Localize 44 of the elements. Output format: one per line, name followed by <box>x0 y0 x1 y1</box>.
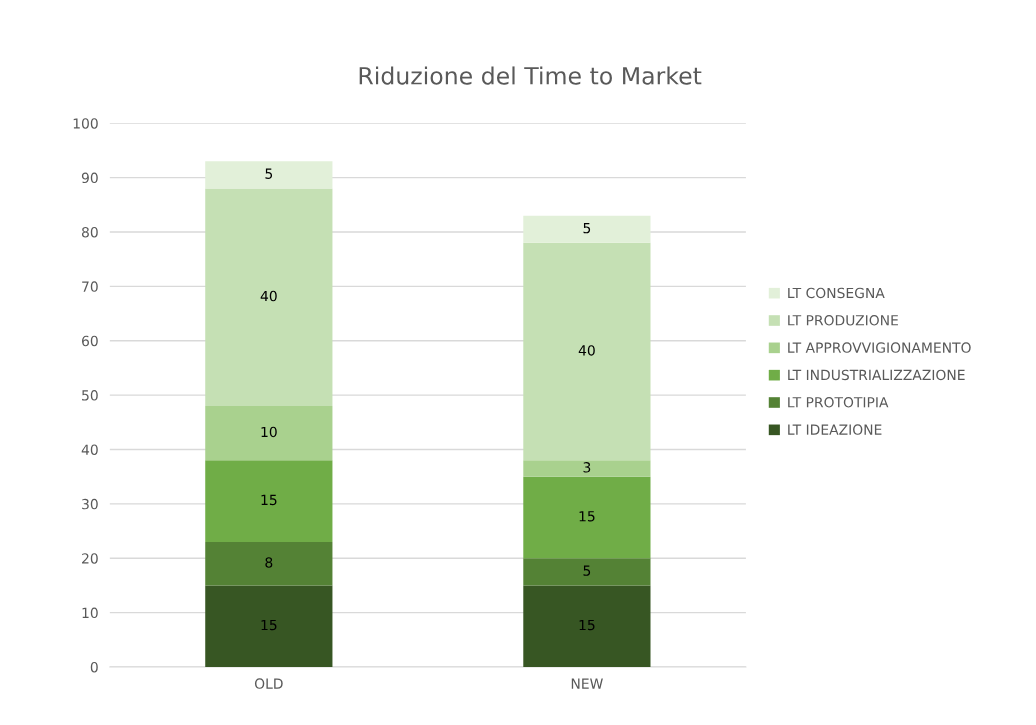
bar <box>205 585 333 667</box>
y-tick-label: 10 <box>82 607 98 619</box>
y-tick-label: 40 <box>81 444 98 455</box>
y-tick-label: 100 <box>73 118 98 129</box>
bar <box>205 188 333 406</box>
data-label: 8 <box>265 557 273 568</box>
data-label: 15 <box>579 619 595 631</box>
bar <box>523 242 651 461</box>
bar <box>523 476 651 559</box>
x-tick-label: NEW <box>571 678 603 689</box>
legend-label: LT PROTOTIPIA <box>788 397 889 408</box>
bar <box>205 161 333 189</box>
y-tick-label: 90 <box>81 172 98 184</box>
y-tick-label: 20 <box>82 553 98 564</box>
data-label: 15 <box>261 619 277 631</box>
legend-label: LT INDUSTRIALIZZAZIONE <box>788 369 965 381</box>
bar <box>523 460 651 477</box>
legend-label: LT CONSEGNA <box>788 287 885 299</box>
data-label: 5 <box>265 168 273 179</box>
chart-title: Riduzione del Time to Market <box>359 66 702 85</box>
data-label: 5 <box>583 222 591 234</box>
bar <box>205 460 333 542</box>
bar <box>523 585 651 667</box>
y-tick-label: 60 <box>82 335 98 347</box>
legend-label: LT IDEAZIONE <box>788 424 882 435</box>
y-tick-label: 80 <box>81 226 98 238</box>
data-label: 10 <box>261 426 277 438</box>
data-label: 15 <box>579 511 595 522</box>
data-label: 5 <box>583 565 591 576</box>
bar <box>205 541 333 586</box>
y-tick-label: 50 <box>82 390 98 401</box>
data-label: 40 <box>578 345 595 356</box>
y-tick-label: 0 <box>90 661 98 673</box>
y-tick-label: 70 <box>82 281 98 292</box>
data-label: 3 <box>583 462 591 473</box>
y-tick-label: 30 <box>82 498 98 510</box>
legend-label: LT PRODUZIONE <box>788 315 898 326</box>
legend-label: LT APPROVVIGIONAMENTO <box>788 342 971 353</box>
bar <box>523 215 651 243</box>
bar <box>523 558 651 586</box>
data-label: 15 <box>261 494 277 506</box>
x-tick-label: OLD <box>254 678 283 689</box>
bar <box>205 406 333 461</box>
data-label: 40 <box>260 290 277 302</box>
